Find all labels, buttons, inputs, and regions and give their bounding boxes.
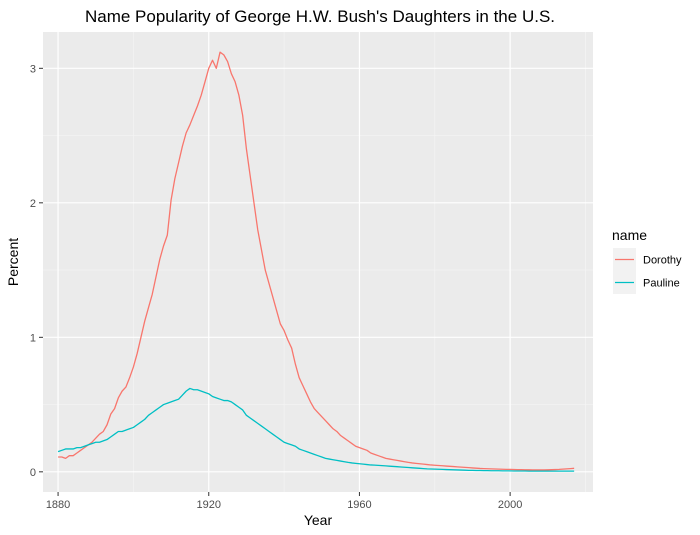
chart-title: Name Popularity of George H.W. Bush's Da… [85,7,555,26]
legend-label-dorothy: Dorothy [643,255,682,267]
legend-title: name [612,227,647,243]
series-line-dorothy [58,51,575,471]
x-axis-title: Year [304,512,333,528]
x-tick-label: 1960 [347,499,371,511]
series-layer [57,51,575,472]
legend: name Dorothy Pauline [612,227,682,294]
x-tick-label: 1880 [46,499,70,511]
plot-panel [43,32,593,492]
x-axis: 1880 1920 1960 2000 [46,492,522,511]
y-tick-label: 2 [30,198,36,210]
y-axis-title: Percent [5,238,21,286]
minor-gridlines [43,32,593,492]
x-tick-label: 2000 [498,499,522,511]
y-tick-label: 3 [30,63,36,75]
major-gridlines [43,32,593,492]
x-tick-label: 1920 [197,499,221,511]
legend-label-pauline: Pauline [643,278,680,290]
series-line-pauline [57,387,575,472]
y-tick-label: 0 [30,467,36,479]
y-tick-label: 1 [30,332,36,344]
y-axis: 0 1 2 3 [30,63,43,479]
